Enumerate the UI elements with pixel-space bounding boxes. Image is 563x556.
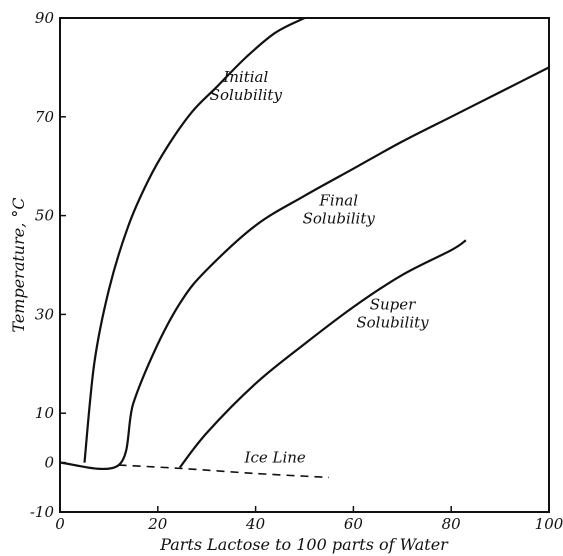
y-axis-ticks: -10 0 10 30 50 70 90: [30, 9, 66, 521]
super-solubility-curve: [178, 239, 467, 469]
y-tick-label: 10: [35, 404, 55, 422]
y-tick-label: 50: [35, 207, 55, 225]
ice-line-curve: [118, 464, 330, 479]
initial-solubility-label: Initial: [222, 68, 268, 86]
final-solubility-curve: [59, 66, 550, 470]
y-tick-label: -10: [30, 503, 55, 521]
x-tick-label: 0: [55, 515, 65, 533]
y-tick-label: 70: [35, 108, 55, 126]
x-tick-label: 40: [245, 515, 266, 533]
y-axis-label: Temperature, °C: [9, 197, 28, 332]
super-solubility-label: Solubility: [356, 313, 429, 331]
x-tick-label: 80: [442, 515, 462, 533]
x-tick-label: 100: [535, 515, 563, 533]
x-tick-label: 20: [147, 515, 168, 533]
y-tick-label: 30: [35, 305, 55, 323]
super-solubility-label: Super: [370, 295, 416, 313]
curves: [59, 17, 550, 479]
y-tick-label: 90: [35, 9, 55, 27]
y-tick-label: 0: [44, 454, 54, 472]
x-tick-label: 60: [344, 515, 364, 533]
x-axis-ticks: 0 20 40 60 80 100: [55, 506, 563, 533]
plot-frame: [59, 17, 550, 513]
initial-solubility-label: Solubility: [210, 86, 283, 104]
x-axis-label: Parts Lactose to 100 parts of Water: [159, 535, 449, 554]
curve-labels: InitialSolubilityFinalSolubilitySuperSol…: [210, 68, 429, 466]
ice-line-label: Ice Line: [244, 449, 306, 467]
final-solubility-label: Final: [318, 192, 358, 210]
final-solubility-label: Solubility: [303, 210, 376, 228]
initial-solubility-curve: [83, 17, 305, 463]
